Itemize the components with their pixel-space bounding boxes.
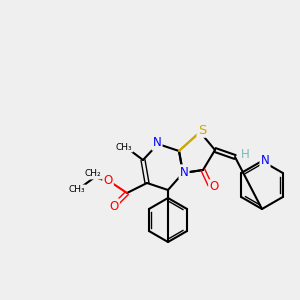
Text: O: O bbox=[110, 200, 118, 212]
Text: N: N bbox=[153, 136, 161, 149]
Text: CH₃: CH₃ bbox=[69, 185, 85, 194]
Text: H: H bbox=[241, 148, 249, 161]
Text: CH₂: CH₂ bbox=[85, 169, 101, 178]
Text: CH₃: CH₃ bbox=[116, 142, 132, 152]
Text: S: S bbox=[198, 124, 206, 136]
Text: O: O bbox=[209, 181, 219, 194]
Text: O: O bbox=[103, 175, 112, 188]
Text: N: N bbox=[180, 166, 188, 178]
Text: N: N bbox=[261, 154, 269, 166]
